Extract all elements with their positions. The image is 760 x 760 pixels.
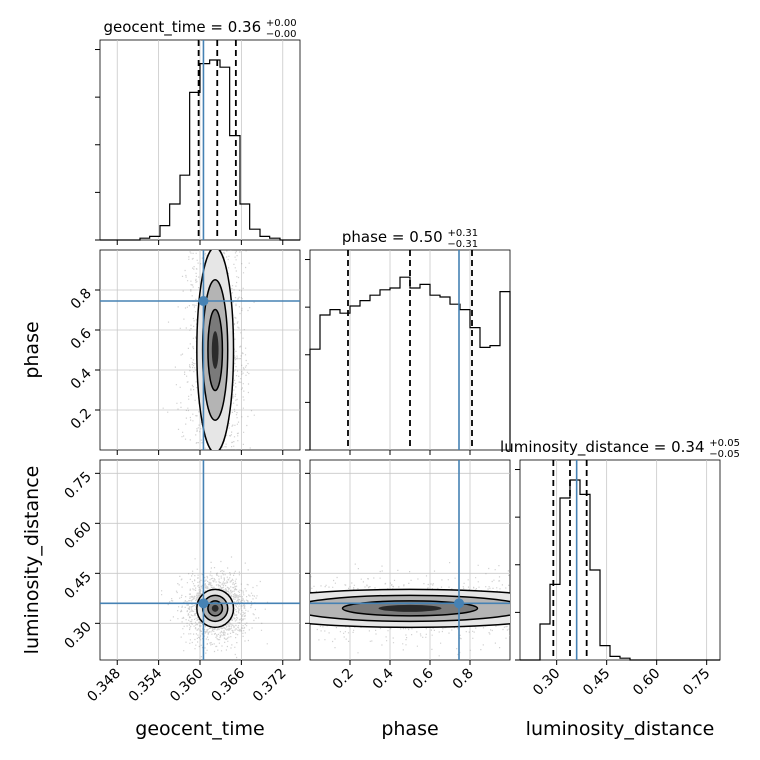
- posterior-geocent_time-luminosity_distance: [100, 460, 300, 660]
- title-phase-minus: −0.31: [447, 239, 478, 250]
- posterior-geocent_time-phase: [100, 250, 300, 450]
- title-luminosity-distance: luminosity_distance = 0.34 +0.05 −0.05: [500, 438, 740, 460]
- contour-phase-luminosity_distance-1: [310, 594, 510, 623]
- contour-geocent_time-luminosity_distance-1: [201, 594, 229, 623]
- truth-point-geocent_time-luminosity_distance: [198, 598, 209, 609]
- xtick-label-geocent_time-4: 0.372: [250, 666, 290, 706]
- x-axis-label-phase: phase: [381, 718, 438, 740]
- contour-geocent_time-phase-1: [201, 279, 229, 421]
- xtick-label-phase-1: 0.4: [370, 665, 397, 692]
- title-phase-plus: +0.31: [447, 228, 478, 239]
- contour-geocent_time-luminosity_distance-0: [196, 588, 235, 629]
- contour-geocent_time-luminosity_distance-2: [207, 600, 224, 617]
- ytick-label-phase-3: 0.8: [68, 286, 95, 313]
- title-luminosity-distance-minus: −0.05: [709, 449, 740, 460]
- xtick-label-geocent_time-2: 0.360: [167, 666, 207, 706]
- ytick-label-luminosity_distance-0: 0.30: [61, 619, 94, 652]
- ytick-label-phase-2: 0.6: [68, 325, 95, 352]
- y-axis-label-luminosity-distance: luminosity_distance: [21, 466, 43, 655]
- contour-phase-luminosity_distance-0: [310, 588, 510, 629]
- density-fill-geocent_time-luminosity_distance-3: [211, 604, 219, 612]
- xtick-label-geocent_time-0: 0.348: [84, 666, 124, 706]
- x-axis-label-geocent-time: geocent_time: [135, 718, 264, 740]
- title-phase: phase = 0.50 +0.31 −0.31: [342, 228, 478, 250]
- y-axis-label-phase: phase: [21, 321, 43, 378]
- xtick-label-geocent_time-1: 0.354: [126, 665, 166, 705]
- title-luminosity-distance-plus: +0.05: [709, 438, 740, 449]
- contour-geocent_time-phase-2: [207, 308, 224, 392]
- xtick-label-luminosity_distance-2: 0.60: [630, 666, 663, 699]
- xtick-label-phase-3: 0.8: [450, 666, 477, 693]
- truth-point-phase-luminosity_distance: [454, 598, 464, 609]
- title-geocent-time-plus: +0.00: [266, 18, 297, 29]
- ytick-label-phase-1: 0.4: [68, 365, 95, 392]
- title-geocent-time: geocent_time = 0.36 +0.00 −0.00: [103, 18, 296, 40]
- truth-point-geocent_time-phase: [198, 296, 209, 306]
- panel-hist-luminosity_distance: [519, 459, 721, 661]
- ytick-label-luminosity_distance-2: 0.60: [61, 519, 94, 552]
- xtick-label-phase-2: 0.6: [410, 665, 437, 692]
- density-fill-phase-luminosity_distance-3: [378, 604, 442, 612]
- contour-phase-luminosity_distance-2: [341, 600, 479, 617]
- xtick-label-phase-0: 0.2: [330, 666, 357, 693]
- contour-geocent_time-phase-0: [196, 250, 235, 450]
- xtick-label-luminosity_distance-0: 0.30: [530, 666, 563, 699]
- ytick-label-luminosity_distance-1: 0.45: [61, 569, 94, 602]
- xtick-label-luminosity_distance-1: 0.45: [580, 666, 613, 699]
- xtick-label-geocent_time-3: 0.366: [209, 665, 249, 705]
- x-axis-label-luminosity-distance: luminosity_distance: [526, 718, 715, 740]
- ytick-label-luminosity_distance-3: 0.75: [61, 469, 94, 502]
- ytick-label-phase-0: 0.2: [68, 406, 95, 433]
- xtick-label-luminosity_distance-3: 0.75: [680, 666, 713, 699]
- title-geocent-time-minus: −0.00: [266, 29, 297, 40]
- panel-corner-phase-luminosity_distance: [309, 459, 511, 661]
- hist-step-geocent_time: [100, 59, 300, 241]
- density-fill-geocent_time-phase-3: [211, 331, 219, 369]
- posterior-phase-luminosity_distance: [310, 460, 510, 660]
- hist-step-luminosity_distance: [520, 479, 720, 661]
